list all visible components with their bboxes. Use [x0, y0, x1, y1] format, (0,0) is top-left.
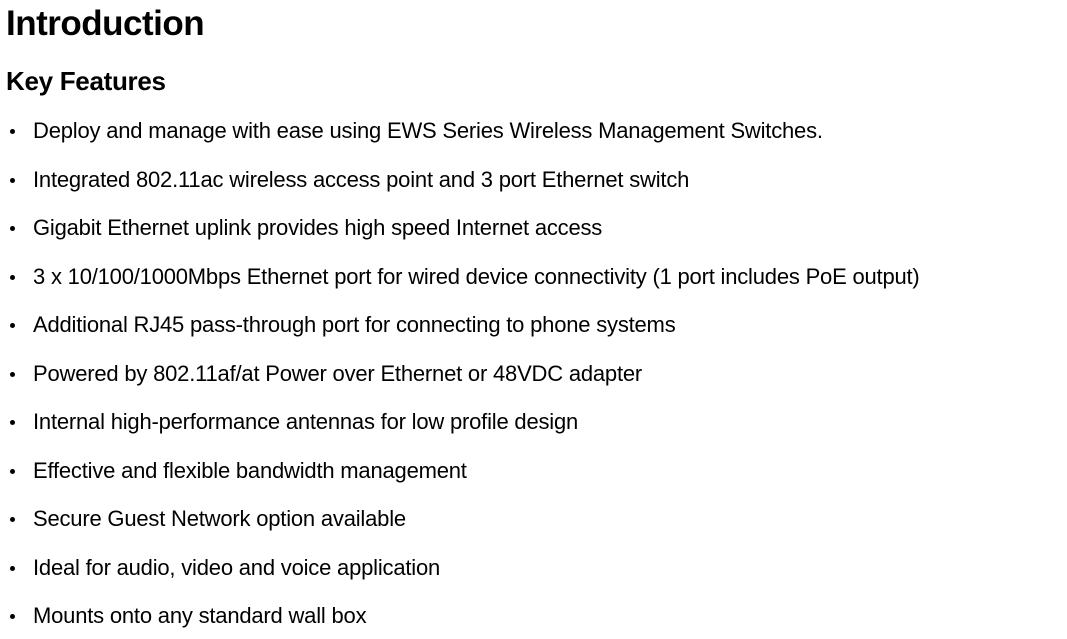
feature-text: Secure Guest Network option available	[33, 505, 406, 533]
list-item: Secure Guest Network option available	[6, 505, 1061, 533]
list-item: Effective and flexible bandwidth managem…	[6, 457, 1061, 485]
bullet-icon	[10, 323, 15, 328]
bullet-icon	[10, 275, 15, 280]
bullet-icon	[10, 614, 15, 619]
feature-text: 3 x 10/100/1000Mbps Ethernet port for wi…	[33, 263, 920, 291]
list-item: Ideal for audio, video and voice applica…	[6, 554, 1061, 582]
bullet-icon	[10, 226, 15, 231]
bullet-icon	[10, 517, 15, 522]
feature-text: Integrated 802.11ac wireless access poin…	[33, 166, 689, 194]
list-item: Deploy and manage with ease using EWS Se…	[6, 117, 1061, 145]
list-item: 3 x 10/100/1000Mbps Ethernet port for wi…	[6, 263, 1061, 291]
feature-text: Ideal for audio, video and voice applica…	[33, 554, 440, 582]
feature-list: Deploy and manage with ease using EWS Se…	[6, 117, 1061, 630]
feature-text: Mounts onto any standard wall box	[33, 602, 366, 630]
feature-text: Additional RJ45 pass-through port for co…	[33, 311, 676, 339]
list-item: Internal high-performance antennas for l…	[6, 408, 1061, 436]
bullet-icon	[10, 469, 15, 474]
bullet-icon	[10, 129, 15, 134]
bullet-icon	[10, 566, 15, 571]
bullet-icon	[10, 178, 15, 183]
list-item: Powered by 802.11af/at Power over Ethern…	[6, 360, 1061, 388]
feature-text: Internal high-performance antennas for l…	[33, 408, 578, 436]
bullet-icon	[10, 372, 15, 377]
list-item: Gigabit Ethernet uplink provides high sp…	[6, 214, 1061, 242]
feature-text: Effective and flexible bandwidth managem…	[33, 457, 467, 485]
feature-text: Powered by 802.11af/at Power over Ethern…	[33, 360, 642, 388]
bullet-icon	[10, 420, 15, 425]
list-item: Integrated 802.11ac wireless access poin…	[6, 166, 1061, 194]
list-item: Additional RJ45 pass-through port for co…	[6, 311, 1061, 339]
list-item: Mounts onto any standard wall box	[6, 602, 1061, 630]
page-title: Introduction	[6, 4, 1061, 44]
feature-text: Gigabit Ethernet uplink provides high sp…	[33, 214, 602, 242]
feature-text: Deploy and manage with ease using EWS Se…	[33, 117, 823, 145]
section-heading: Key Features	[6, 66, 1061, 97]
